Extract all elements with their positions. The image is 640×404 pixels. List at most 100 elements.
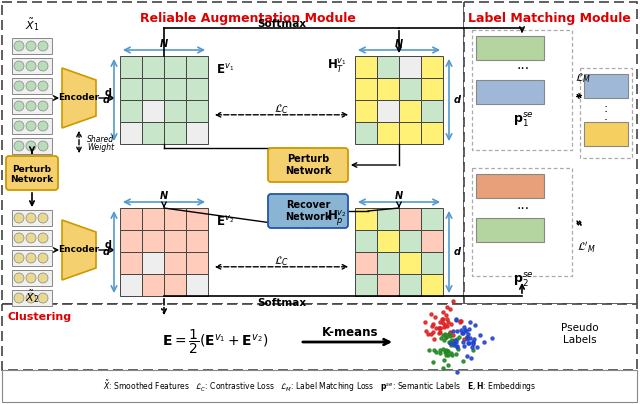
Point [456,327,466,334]
Circle shape [38,121,48,131]
Bar [186,56,208,78]
Point [449,340,460,346]
Bar [12,78,52,94]
Point [435,325,445,331]
Text: $\mathbf{E} = \dfrac{1}{2}(\mathbf{E}^{v_1} + \mathbf{E}^{v_2})$: $\mathbf{E} = \dfrac{1}{2}(\mathbf{E}^{v… [162,328,268,356]
Point [435,329,445,336]
Point [468,336,479,342]
Point [445,306,456,312]
Point [449,341,459,348]
Bar [186,230,208,252]
Bar [580,68,632,158]
Bar [355,78,377,100]
Text: $\mathbf{p}_2^{se}$: $\mathbf{p}_2^{se}$ [513,271,533,289]
Bar [164,122,186,144]
Text: .: . [604,109,608,122]
Text: Pseudo: Pseudo [561,323,599,333]
Bar [377,274,399,296]
Bar [399,230,421,252]
Bar [377,252,399,274]
Point [434,325,444,332]
Point [448,298,458,305]
Circle shape [26,253,36,263]
Point [463,340,474,346]
Text: $\mathcal{L}_C$: $\mathcal{L}_C$ [274,102,289,116]
Circle shape [14,81,24,91]
Point [438,364,448,371]
Text: d: d [454,95,461,105]
Circle shape [14,121,24,131]
Bar [421,208,443,230]
Point [431,349,442,356]
Point [442,322,452,329]
Point [445,333,455,339]
Point [445,340,455,346]
Polygon shape [62,68,96,128]
Point [446,321,456,327]
Point [440,330,450,337]
Bar [355,56,377,78]
Bar [120,252,142,274]
Point [439,337,449,343]
Bar [120,56,142,78]
Point [422,331,433,337]
Circle shape [14,61,24,71]
Point [427,322,437,329]
Text: d: d [104,88,111,98]
Point [426,330,436,337]
Point [468,341,478,347]
Point [440,349,450,356]
Circle shape [38,293,48,303]
Bar [472,30,572,150]
Bar [377,78,399,100]
Text: $\mathbf{p}_1^{se}$: $\mathbf{p}_1^{se}$ [513,111,533,129]
Point [461,353,472,360]
Bar [12,250,52,266]
Bar [120,78,142,100]
Point [435,318,445,325]
Point [459,324,469,330]
Point [450,337,460,343]
Bar [421,100,443,122]
Point [442,362,452,368]
Circle shape [38,233,48,243]
Point [447,337,457,343]
Bar [142,252,164,274]
Bar [421,252,443,274]
Point [464,339,474,346]
Bar [120,208,142,230]
Bar [476,80,544,104]
Point [438,332,448,339]
Circle shape [26,273,36,283]
Bar [421,56,443,78]
Point [438,357,449,363]
Point [474,332,484,338]
Circle shape [26,141,36,151]
Bar [399,208,421,230]
Point [444,331,454,337]
Bar [12,98,52,114]
Bar [421,230,443,252]
Circle shape [14,41,24,51]
Text: N: N [395,39,403,49]
Circle shape [38,141,48,151]
Bar [399,100,421,122]
Circle shape [14,213,24,223]
Text: d: d [104,240,111,250]
Circle shape [14,293,24,303]
Point [458,336,468,342]
Bar [12,210,52,226]
Bar [472,168,572,276]
Bar [164,274,186,296]
Bar [164,100,186,122]
Bar [12,290,52,306]
Bar [377,56,399,78]
Point [468,339,478,345]
Bar [12,270,52,286]
Point [452,368,463,375]
Text: $\mathbf{E}^{v_2}$: $\mathbf{E}^{v_2}$ [216,215,234,229]
Point [440,322,450,328]
Bar [186,208,208,230]
Point [464,325,474,332]
Bar [164,230,186,252]
